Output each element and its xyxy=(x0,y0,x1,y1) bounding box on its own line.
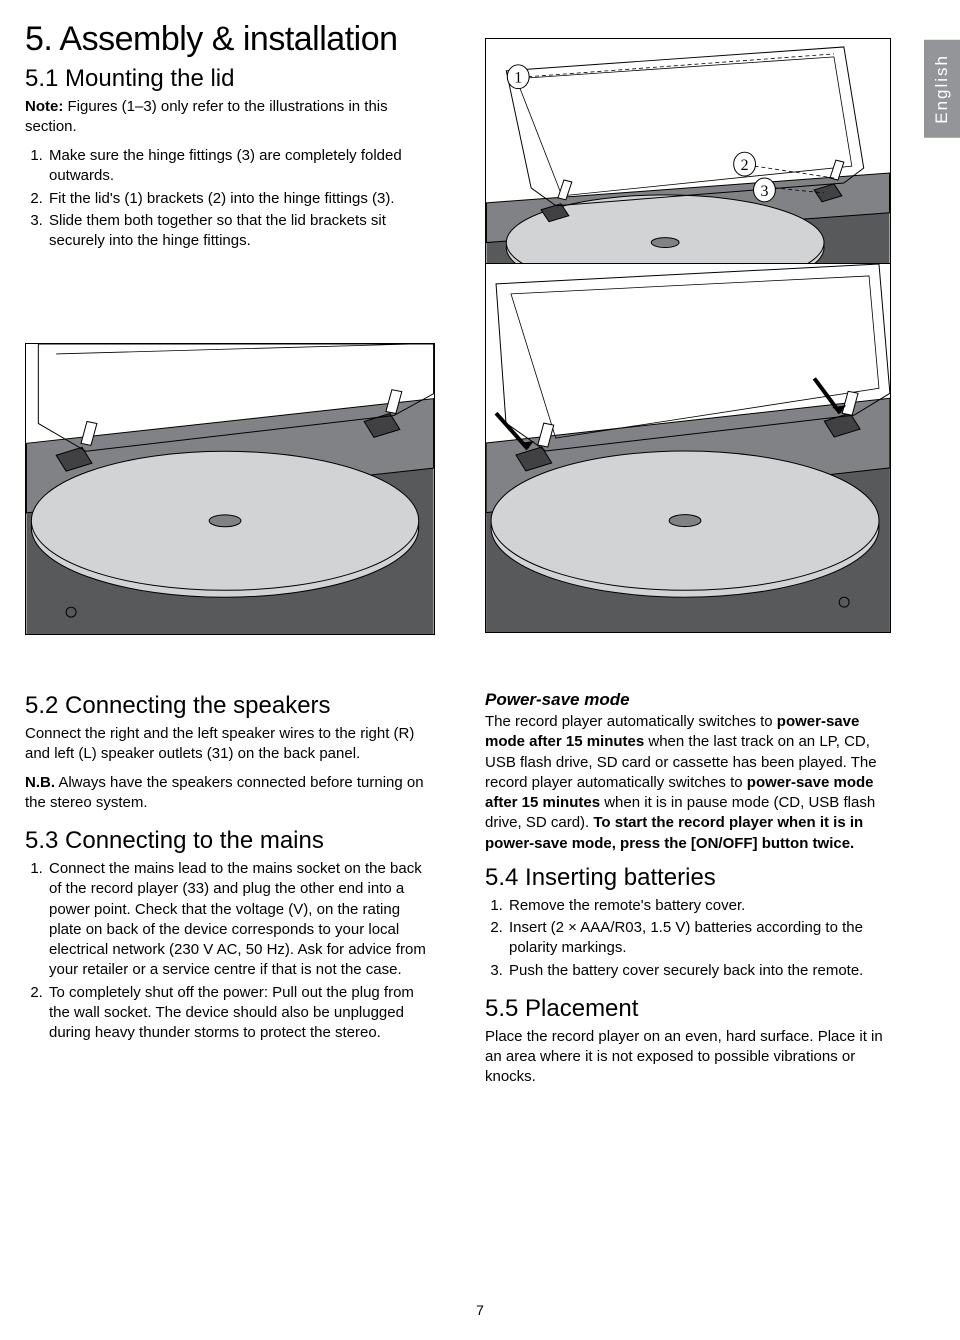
svg-text:1: 1 xyxy=(514,70,522,87)
p-5-2: Connect the right and the left speaker w… xyxy=(25,724,435,765)
figure-2-svg xyxy=(26,344,434,634)
left-text-column: 5. Assembly & installation 5.1 Mounting … xyxy=(25,20,435,318)
mid-row xyxy=(25,343,915,635)
note-text: Figures (1–3) only refer to the illustra… xyxy=(25,98,388,135)
heading-5-3: 5.3 Connecting to the mains xyxy=(25,827,435,855)
steps-5-3: Connect the mains lead to the mains sock… xyxy=(25,859,435,1043)
note-5-1: Note: Figures (1–3) only refer to the il… xyxy=(25,97,435,136)
p-5-5: Place the record player on an even, hard… xyxy=(485,1027,895,1088)
list-item: Remove the remote's battery cover. xyxy=(507,896,895,916)
power-save-text: The record player automatically switches… xyxy=(485,712,895,854)
heading-5-2: 5.2 Connecting the speakers xyxy=(25,692,435,720)
figure-3-svg xyxy=(486,264,890,632)
list-item: To completely shut off the power: Pull o… xyxy=(47,983,435,1044)
figure-2 xyxy=(25,343,435,635)
language-tab: English xyxy=(924,40,960,138)
nb-label: N.B. xyxy=(25,774,55,791)
list-item: Insert (2 × AAA/R03, 1.5 V) batteries ac… xyxy=(507,918,895,959)
callout-3: 3 xyxy=(754,178,776,202)
heading-power-save: Power-save mode xyxy=(485,690,895,710)
bottom-row: 5.2 Connecting the speakers Connect the … xyxy=(25,690,915,1096)
steps-5-4: Remove the remote's battery cover. Inser… xyxy=(485,896,895,981)
callout-2: 2 xyxy=(734,152,756,176)
bottom-left-column: 5.2 Connecting the speakers Connect the … xyxy=(25,690,435,1096)
heading-5-4: 5.4 Inserting batteries xyxy=(485,864,895,892)
callout-1: 1 xyxy=(507,65,529,89)
note-label: Note: xyxy=(25,98,63,115)
svg-text:2: 2 xyxy=(741,157,749,174)
page-number: 7 xyxy=(0,1302,960,1318)
heading-1: 5. Assembly & installation xyxy=(25,20,435,59)
figure-3 xyxy=(485,263,891,633)
nb-5-2: N.B. Always have the speakers connected … xyxy=(25,773,435,814)
list-item: Make sure the hinge fittings (3) are com… xyxy=(47,146,435,187)
list-item: Fit the lid's (1) brackets (2) into the … xyxy=(47,189,435,209)
heading-5-1: 5.1 Mounting the lid xyxy=(25,65,435,93)
list-item: Connect the mains lead to the mains sock… xyxy=(47,859,435,981)
svg-text:3: 3 xyxy=(760,183,768,200)
heading-5-5: 5.5 Placement xyxy=(485,995,895,1023)
bottom-right-column: Power-save mode The record player automa… xyxy=(485,690,895,1096)
page-container: English 5. Assembly & installation 5.1 M… xyxy=(0,0,960,1340)
steps-5-1: Make sure the hinge fittings (3) are com… xyxy=(25,146,435,251)
list-item: Push the battery cover securely back int… xyxy=(507,961,895,981)
nb-text: Always have the speakers connected befor… xyxy=(25,774,424,811)
list-item: Slide them both together so that the lid… xyxy=(47,211,435,252)
